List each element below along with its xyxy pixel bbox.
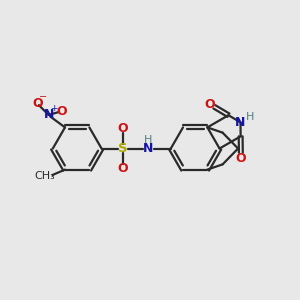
Text: CH₃: CH₃ xyxy=(34,171,55,181)
Text: O: O xyxy=(32,97,43,110)
Text: N: N xyxy=(143,142,153,155)
Text: S: S xyxy=(118,142,128,155)
Text: N: N xyxy=(235,116,246,129)
Text: O: O xyxy=(118,122,128,135)
Text: O: O xyxy=(118,162,128,175)
Text: O: O xyxy=(236,152,246,164)
Text: H: H xyxy=(144,136,152,146)
Text: O: O xyxy=(205,98,215,111)
Text: N: N xyxy=(44,108,54,122)
Text: H: H xyxy=(246,112,254,122)
Text: −: − xyxy=(39,92,47,102)
Text: +: + xyxy=(50,104,58,113)
Text: O: O xyxy=(57,106,67,118)
